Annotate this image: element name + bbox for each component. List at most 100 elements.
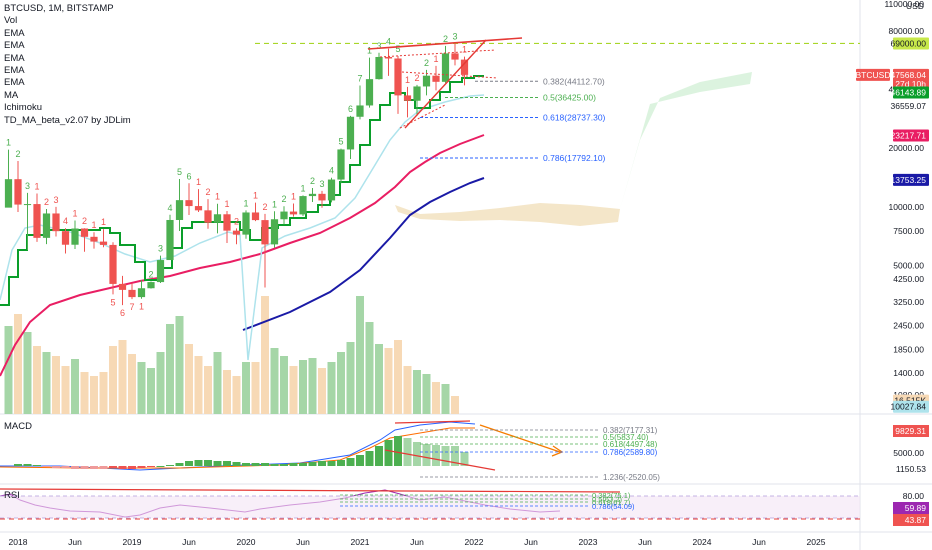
price-tick-label: 2450.00 xyxy=(893,321,924,331)
rsi-tick-label: 80.00 xyxy=(903,491,925,501)
time-tick-label: Jun xyxy=(182,537,196,547)
indicator-ema-2[interactable]: EMA xyxy=(4,40,25,52)
legend: BTCUSD, 1M, BITSTAMP Vol EMA EMA EMA EMA… xyxy=(4,3,131,127)
volume-bar xyxy=(156,352,165,414)
td-count-label: 3 xyxy=(452,31,457,41)
candle-body xyxy=(308,193,317,197)
candle-body xyxy=(23,204,32,206)
candle-body xyxy=(118,283,127,290)
td-count-label: 6 xyxy=(348,104,353,114)
volume-bar xyxy=(4,326,13,414)
price-tag-label: 16.515K xyxy=(894,396,926,406)
td-count-label: 1 xyxy=(367,46,372,56)
candle-body xyxy=(232,230,241,235)
rsi-fib-label: 0.786(54.09) xyxy=(592,502,635,511)
volume-bar xyxy=(413,370,421,414)
td-count-label: 1 xyxy=(34,182,39,192)
td-count-label: 1 xyxy=(101,217,106,227)
price-tick-label: 1850.00 xyxy=(893,344,924,354)
volume-bar xyxy=(422,374,431,414)
td-count-label: 3 xyxy=(53,195,58,205)
volume-bar xyxy=(175,316,184,414)
candle-body xyxy=(147,282,155,289)
indicator-vol[interactable]: Vol xyxy=(4,15,18,27)
price-tag-label: 10027.84 xyxy=(891,402,927,412)
rsi-fib-label: 0.382(75.1) xyxy=(592,491,631,500)
time-tick-label: Jun xyxy=(410,537,424,547)
volume-bar xyxy=(384,348,393,414)
time-tick-label: 2022 xyxy=(465,537,484,547)
td-count-label: 1 xyxy=(243,198,248,208)
macd-histogram-bar xyxy=(280,464,288,466)
indicator-td[interactable]: TD_MA_beta_v2.07 by JDLim xyxy=(4,114,131,126)
td-count-label: 2 xyxy=(262,202,267,212)
macd-histogram-bar xyxy=(23,464,32,466)
macd-label[interactable]: MACD xyxy=(4,421,32,432)
time-tick-label: Jun xyxy=(296,537,310,547)
fib-level-label: 0.5(36425.00) xyxy=(543,92,596,102)
indicator-ema-5[interactable]: EMA xyxy=(4,77,25,89)
macd-histogram-bar xyxy=(14,464,22,466)
macd-histogram-bar xyxy=(432,445,440,466)
candle-body xyxy=(289,211,298,215)
candle-body xyxy=(42,213,51,238)
price-axis[interactable]: USD110000.0080000.0040000.0020000.001000… xyxy=(884,0,929,526)
td-count-label: 2 xyxy=(234,216,239,226)
candle-body xyxy=(90,236,98,242)
candle-body xyxy=(52,213,60,232)
td-count-label: 5 xyxy=(177,167,182,177)
candle-body xyxy=(194,206,203,211)
indicator-ichimoku[interactable]: Ichimoku xyxy=(4,102,43,114)
volume-bar xyxy=(337,352,345,414)
td-count-label: 4 xyxy=(167,203,172,213)
price-tick-label: 80000.00 xyxy=(889,26,925,36)
td-count-label: 1 xyxy=(224,199,229,209)
indicator-ema-4[interactable]: EMA xyxy=(4,65,25,77)
time-axis[interactable]: 2018 Jun 2019 Jun 2020 Jun 2021 Jun 2022 Jun 2023 J… xyxy=(9,537,826,547)
candle-body xyxy=(71,228,79,245)
macd-histogram-bar xyxy=(90,466,98,469)
macd-histogram-bar xyxy=(460,452,469,466)
td-count-label: 3 xyxy=(319,179,324,189)
volume-bar xyxy=(147,368,155,414)
indicator-ema-1[interactable]: EMA xyxy=(4,27,25,39)
td-count-label: 1 xyxy=(72,209,77,219)
macd-fib-label: 0.5(5837.40) xyxy=(603,433,649,442)
candle-body xyxy=(327,179,336,201)
volume-bar xyxy=(280,356,288,414)
td-count-label: 6 xyxy=(186,171,191,181)
macd-histogram-bar xyxy=(394,436,402,466)
macd-histogram-bar xyxy=(166,465,174,466)
price-tick-label: 5000.00 xyxy=(893,260,924,270)
candle-body xyxy=(175,200,184,220)
volume-bar xyxy=(90,376,98,414)
price-tag xyxy=(893,37,929,50)
volume-bar xyxy=(118,340,127,414)
volume-bar xyxy=(80,372,89,414)
rsi-trendline xyxy=(0,488,621,493)
volume-bar xyxy=(194,356,203,414)
candle-body xyxy=(223,214,231,231)
rsi-value-tag xyxy=(893,502,929,514)
candle-body xyxy=(166,219,174,261)
macd-histogram-bar xyxy=(223,461,231,466)
td-count-label: 1 xyxy=(139,302,144,312)
ema-green-step-line xyxy=(0,75,484,306)
time-tick-label: 2025 xyxy=(807,537,826,547)
symbol-title[interactable]: BTCUSD, 1M, BITSTAMP xyxy=(4,3,114,14)
price-tick-label: 10000.00 xyxy=(889,202,925,212)
volume-bar xyxy=(318,368,326,414)
time-tick-label: 2018 xyxy=(9,537,28,547)
time-tick-label: Jun xyxy=(68,537,82,547)
indicator-ma[interactable]: MA xyxy=(4,89,19,101)
price-tag-label: 69000.00 xyxy=(891,38,927,48)
rsi-label[interactable]: RSI xyxy=(4,490,20,501)
candle-body xyxy=(270,219,279,245)
macd-histogram-bar xyxy=(118,466,127,469)
macd-fib-label: 0.382(7177.31) xyxy=(603,426,658,435)
indicator-ema-3[interactable]: EMA xyxy=(4,52,25,64)
rsi-value-tag xyxy=(893,514,929,526)
volume-bar xyxy=(299,360,307,414)
fib-level-label: 0.618(28737.30) xyxy=(543,113,606,123)
